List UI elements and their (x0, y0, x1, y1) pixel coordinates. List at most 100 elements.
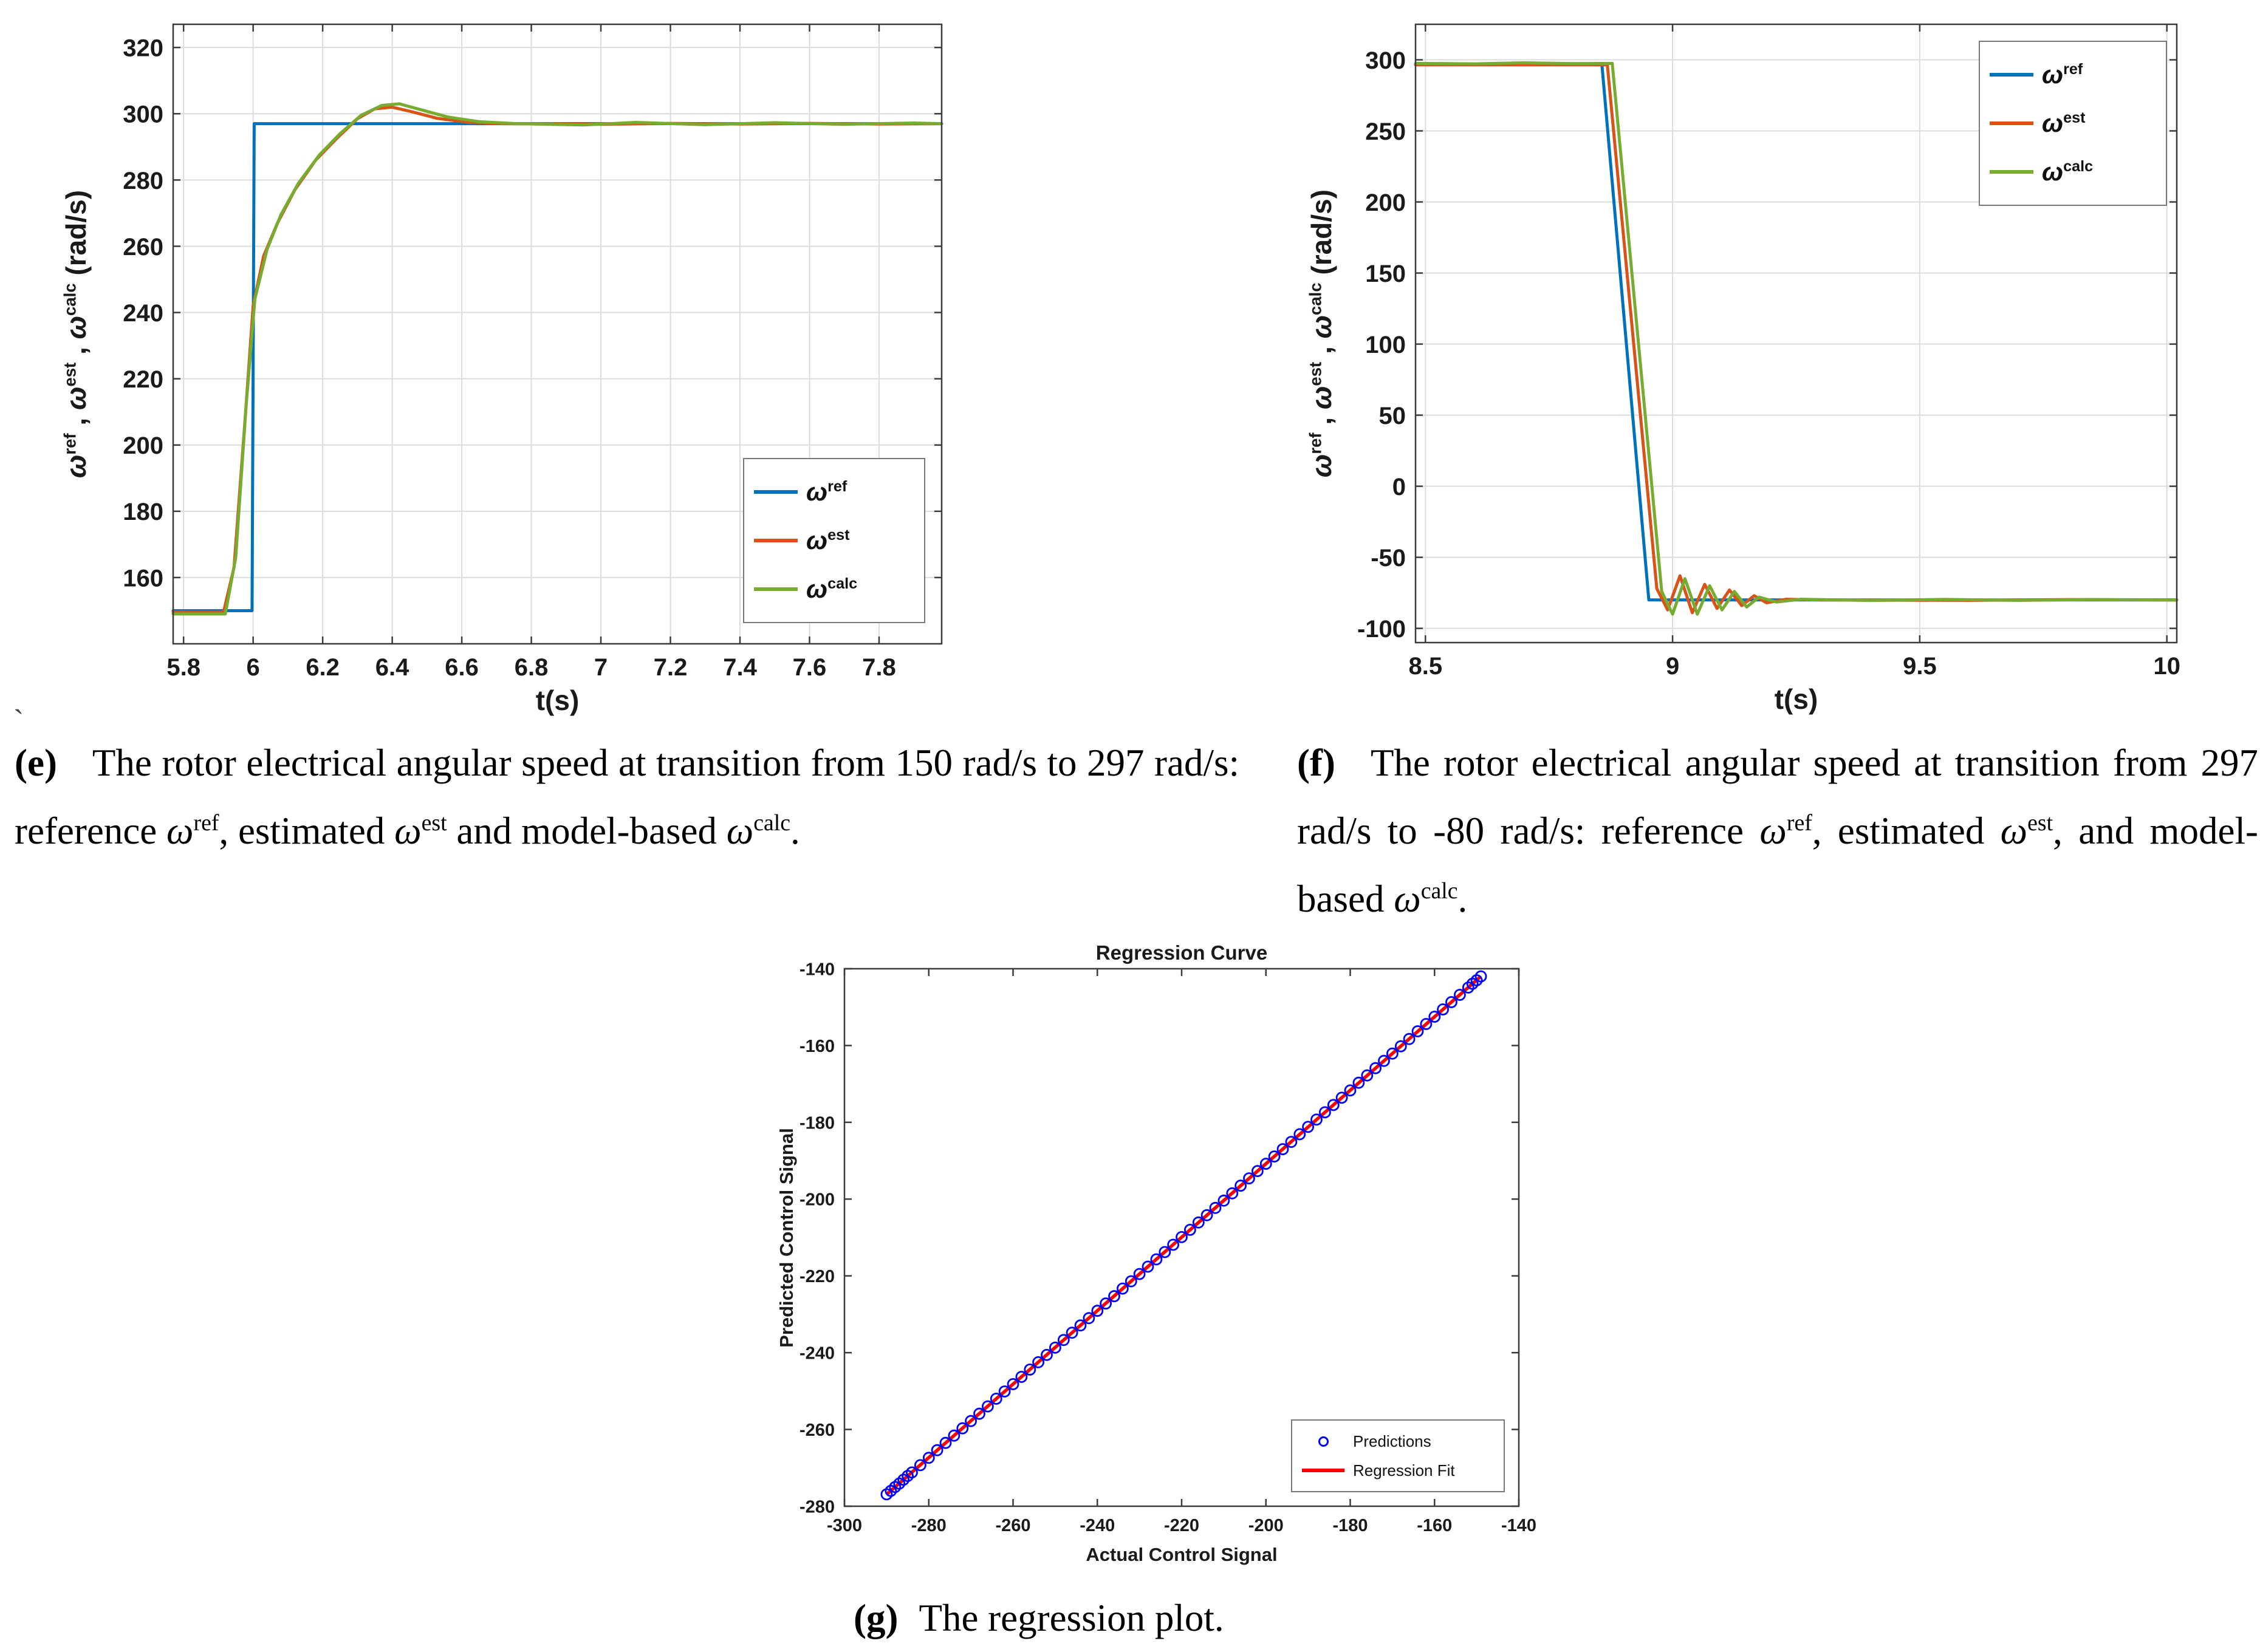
scatter-point (1335, 1091, 1348, 1104)
scatter-point (1015, 1371, 1028, 1383)
series-line-2 (171, 102, 943, 616)
scatter-point (1200, 1209, 1213, 1221)
chart-g-xlabel: Actual Control Signal (1086, 1544, 1278, 1565)
scatter-point (914, 1459, 926, 1472)
y-tick-label: -100 (1357, 616, 1406, 643)
x-tick-label: 8.5 (1408, 653, 1442, 680)
x-tick-label: 6.2 (306, 654, 340, 681)
caption-f: (f) The rotor electrical angular speed at… (1297, 729, 2258, 933)
chart-e-xlabel: t(s) (535, 684, 580, 716)
scatter-point (1403, 1032, 1416, 1045)
scatter-point (1437, 1003, 1449, 1015)
chart-e: 5.8 6 6.2 6.4 6.6 6.8 7 7.2 7.4 7.6 7.8 160 180 200 22… (18, 6, 957, 729)
scatter-point (939, 1436, 952, 1449)
scatter-point (1167, 1238, 1179, 1251)
scatter-point (1041, 1349, 1053, 1361)
legend-entry-label: ωest (2042, 109, 2086, 137)
y-tick-label: 280 (123, 168, 163, 194)
y-tick-label: 300 (1365, 47, 1406, 74)
caption-e-text: The rotor electrical angular speed at tr… (15, 742, 1239, 853)
x-tick-label: -180 (1332, 1516, 1368, 1535)
x-tick-label: 7.6 (793, 654, 827, 681)
scatter-point (1369, 1062, 1382, 1074)
y-tick-label: 160 (123, 565, 163, 592)
chart-g-ylabel: Predicted Control Signal (776, 1127, 797, 1348)
legend-line-sample (1990, 170, 2033, 174)
chart-f-legend: ωref ωest ωcalc (1979, 41, 2167, 206)
caption-e: (e) The rotor electrical angular speed at… (15, 729, 1239, 865)
y-tick-label: 300 (123, 101, 163, 128)
scatter-point (1226, 1187, 1239, 1200)
x-tick-label: 6.4 (375, 654, 409, 681)
scatter-point (998, 1385, 1011, 1398)
scatter-point (1100, 1297, 1112, 1310)
plot-box (172, 23, 943, 645)
y-tick-label: 50 (1379, 403, 1406, 429)
scatter-point (1176, 1230, 1188, 1243)
x-tick-label: -280 (911, 1516, 947, 1535)
x-tick-label: 7.8 (862, 654, 896, 681)
legend-line-sample (754, 539, 798, 542)
scatter-point (1049, 1342, 1061, 1354)
scatter-point (1234, 1179, 1247, 1192)
caption-g-label: (g) (854, 1597, 899, 1639)
scatter-point (906, 1466, 918, 1479)
y-tick-label: 200 (1365, 189, 1406, 216)
y-tick-label: -220 (800, 1267, 835, 1286)
chart-f-ylabel: ωref , ωest , ωcalc (rad/s) (1306, 189, 1337, 478)
chart-f: 8.5 9 9.5 10 -100 -50 0 50 100 150 200 250 300 t(s) ωr… (1279, 6, 2190, 741)
legend-entry-label: Regression Fit (1353, 1461, 1455, 1480)
scatter-point (1285, 1136, 1298, 1149)
scatter-point (1108, 1290, 1120, 1303)
y-tick-label: -240 (800, 1344, 835, 1364)
scatter-point (1252, 1165, 1264, 1178)
scatter-point (1142, 1260, 1154, 1273)
scatter-point (1133, 1268, 1146, 1280)
scatter-point (981, 1400, 994, 1413)
y-tick-label: 100 (1365, 332, 1406, 358)
y-tick-label: 220 (123, 366, 163, 393)
legend-entry: ωest (744, 516, 924, 565)
scatter-point (1420, 1018, 1433, 1030)
x-tick-label: 9 (1666, 653, 1679, 680)
x-tick-label: -200 (1248, 1516, 1284, 1535)
x-tick-label: 6.6 (445, 654, 479, 681)
y-tick-label: 240 (123, 300, 163, 327)
scatter-point (1319, 1106, 1331, 1119)
chart-g-title: Regression Curve (1095, 941, 1268, 964)
series-line-2 (1414, 61, 2179, 616)
scatter-point (1361, 1069, 1374, 1082)
legend-entry-label: ωref (2042, 60, 2083, 89)
scatter-point (1428, 1011, 1441, 1023)
scatter-point (922, 1452, 935, 1464)
legend-entry: ωref (744, 468, 924, 516)
x-tick-label: 6 (247, 654, 260, 681)
scatter-point (1386, 1047, 1399, 1060)
scatter-point (1243, 1172, 1255, 1185)
legend-entry-label: ωest (806, 526, 850, 555)
legend-line-sample (1990, 73, 2033, 77)
y-tick-label: 0 (1392, 474, 1406, 500)
y-tick-label: -280 (800, 1497, 835, 1517)
x-tick-label: 5.8 (166, 654, 200, 681)
scatter-point (1159, 1246, 1171, 1258)
scatter-point (1454, 989, 1466, 1001)
scatter-point (1074, 1319, 1087, 1332)
y-tick-label: 260 (123, 234, 163, 261)
scatter-point (1394, 1040, 1407, 1053)
scatter-point (1117, 1282, 1129, 1295)
y-tick-label: 320 (123, 35, 163, 62)
scatter-point (1268, 1150, 1281, 1163)
legend-circle-marker (1302, 1436, 1344, 1447)
chart-g-canvas: -300 -280 -260 -240 -220 -200 -180 -160 -140-280… (800, 960, 1536, 1535)
chart-e-legend: ωref ωest ωcalc (743, 458, 925, 623)
y-tick-label: -200 (800, 1190, 835, 1210)
scatter-point (1032, 1356, 1044, 1368)
legend-line-sample (1990, 121, 2033, 125)
scatter-point (1445, 996, 1457, 1008)
scatter-point (931, 1444, 943, 1456)
scatter-point (956, 1422, 969, 1435)
x-tick-label: -260 (995, 1516, 1030, 1535)
plot-box (1414, 23, 2178, 644)
scatter-point (1378, 1054, 1390, 1067)
